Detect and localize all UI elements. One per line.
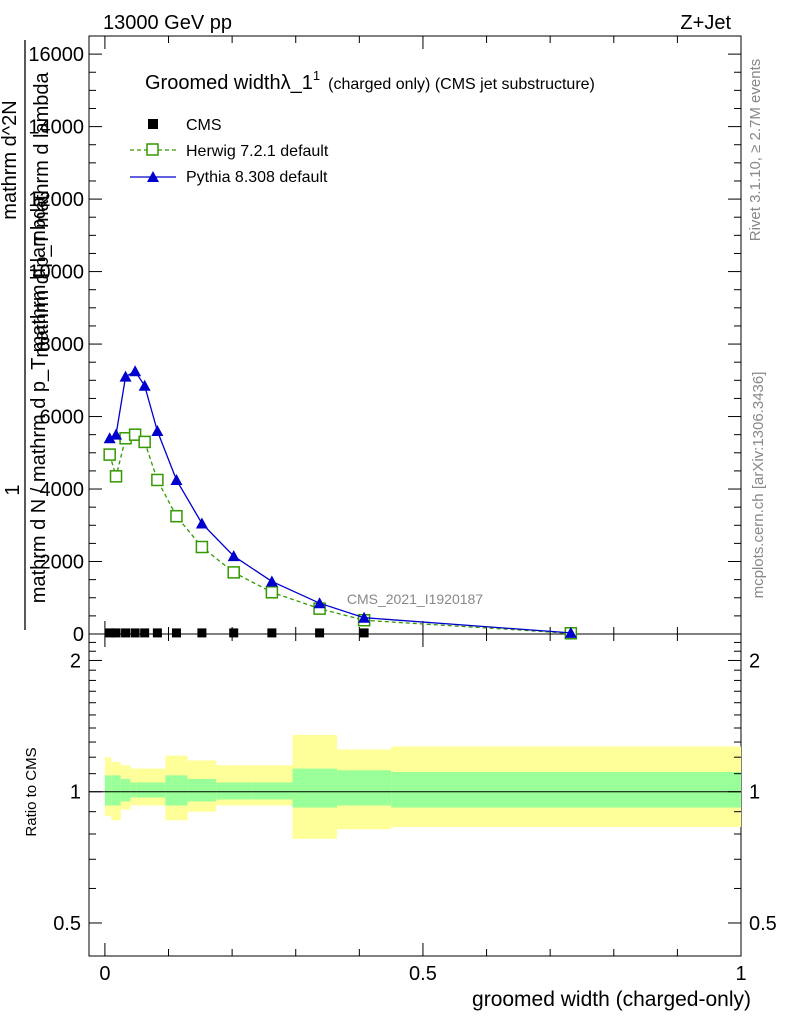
- data-point: [151, 473, 164, 487]
- ratio-band-inner: [187, 778, 217, 802]
- ratio-y-axis: 0.5 0.5 1 1 2 2: [53, 641, 777, 935]
- data-point: [170, 473, 183, 485]
- main-y-axis: 0 2000 4000 6000 8000 10000 12000 14000 16000: [28, 35, 741, 646]
- chart-title-sup: 1: [313, 68, 320, 83]
- data-point: [227, 550, 240, 562]
- data-point: [151, 425, 164, 437]
- legend-marker-herwig: [146, 143, 159, 156]
- data-point: [103, 448, 116, 461]
- data-point: [110, 428, 123, 440]
- y-tick-label: 8000: [40, 334, 85, 356]
- ylabel-numerator: mathrm d N / mathrm d p_T mathrm d lambd…: [28, 196, 50, 603]
- ratio-band-inner: [136, 782, 166, 798]
- data-point: [313, 597, 326, 609]
- data-point: [111, 628, 121, 638]
- data-point: [103, 432, 116, 444]
- legend-label-cms: CMS: [186, 117, 222, 134]
- data-point: [315, 628, 325, 638]
- data-point: [128, 428, 142, 441]
- ratio-uncertainty-bands: [104, 734, 741, 839]
- data-point: [121, 628, 131, 638]
- data-point: [171, 628, 181, 638]
- series-line: [109, 433, 571, 634]
- process-label: Z+Jet: [680, 12, 731, 34]
- data-point: [195, 517, 208, 529]
- ylabel-denominator-b: mathrm d^2N: [0, 100, 21, 219]
- ratio-band-inner: [104, 775, 109, 806]
- ratio-band-inner: [108, 775, 112, 806]
- data-point: [129, 365, 142, 377]
- x-tick-label: 0.5: [409, 963, 437, 985]
- data-point: [170, 509, 183, 523]
- ratio-band-inner: [111, 775, 121, 806]
- y-tick-label: 0: [73, 624, 84, 646]
- data-point: [140, 628, 150, 638]
- x-axis-label: groomed width (charged-only): [472, 988, 751, 1011]
- ratio-band-inner: [165, 775, 188, 806]
- ratio-band-inner: [120, 778, 131, 802]
- ratio-tick-label: 0.5: [53, 913, 81, 935]
- ratio-tick-label: 2: [70, 650, 81, 672]
- ylabel-denominator-a: mathrm d p_T mathrm d lambda: [31, 71, 53, 357]
- data-point: [119, 370, 132, 382]
- data-point: [564, 626, 577, 638]
- data-point: [109, 470, 123, 483]
- legend-marker-pythia: [147, 171, 159, 182]
- ratio-tick-label-right: 0.5: [749, 913, 777, 935]
- y-tick-label: 16000: [28, 44, 84, 66]
- ratio-tick-label-right: 2: [749, 650, 760, 672]
- ratio-y-axis-label: Ratio to CMS: [23, 747, 40, 836]
- data-point: [105, 628, 115, 638]
- y-tick-label: 6000: [40, 407, 85, 429]
- x-axis: 0 0.5 1: [99, 36, 747, 985]
- energy-label: 13000 GeV pp: [103, 12, 232, 34]
- y-tick-label: 14000: [28, 117, 84, 139]
- mcplots-note: mcplots.cern.ch [arXiv:1306.3436]: [750, 372, 767, 599]
- ratio-band-inner: [391, 771, 741, 808]
- chart-title: Groomed widthλ_11 (charged only) (CMS jet…: [145, 68, 595, 94]
- rivet-note: Rivet 3.1.10, ≥ 2.7M events: [747, 59, 764, 242]
- y-tick-label: 4000: [40, 479, 85, 501]
- ratio-tick-label: 1: [70, 782, 81, 804]
- ratio-tick-label-right: 1: [749, 782, 760, 804]
- y-tick-label: 2000: [40, 552, 85, 574]
- data-point: [227, 566, 240, 579]
- legend-label-herwig: Herwig 7.2.1 default: [186, 143, 329, 160]
- data-point: [265, 586, 279, 599]
- series-herwig: [103, 428, 578, 640]
- data-point: [229, 628, 239, 638]
- data-point: [358, 611, 371, 623]
- ratio-band-inner: [216, 782, 252, 800]
- x-tick-label: 1: [735, 963, 746, 985]
- series-pythia: [103, 365, 577, 638]
- legend-marker-cms: [148, 119, 158, 129]
- y-tick-label: 12000: [28, 189, 84, 211]
- chart-title-rest: (charged only) (CMS jet substructure): [328, 76, 595, 93]
- series-line: [109, 370, 571, 634]
- ratio-band-inner: [337, 770, 392, 806]
- x-tick-label: 0: [99, 963, 110, 985]
- ylabel-one: 1: [2, 484, 24, 495]
- ratio-band-inner: [130, 782, 137, 798]
- ratio-band-inner: [251, 782, 293, 800]
- data-point: [359, 628, 369, 638]
- legend-label-pythia: Pythia 8.308 default: [186, 169, 328, 186]
- data-point: [267, 628, 277, 638]
- y-tick-label: 10000: [28, 262, 84, 284]
- analysis-watermark: CMS_2021_I1920187: [347, 591, 483, 607]
- data-point: [265, 575, 278, 587]
- chart-title-main: Groomed widthλ_1: [145, 72, 313, 94]
- series-cms: [105, 628, 576, 638]
- data-point: [197, 628, 207, 638]
- ratio-band-inner: [292, 768, 338, 808]
- main-y-axis-label: 1 mathrm d N / mathrm d p_T mathrm d lam…: [0, 40, 53, 630]
- data-point: [138, 435, 151, 449]
- series-layer: [103, 365, 578, 640]
- data-point: [152, 628, 162, 638]
- data-point: [130, 628, 140, 638]
- legend: CMS Herwig 7.2.1 default Pythia 8.308 de…: [130, 117, 329, 186]
- data-point: [195, 540, 209, 554]
- data-point: [138, 379, 151, 391]
